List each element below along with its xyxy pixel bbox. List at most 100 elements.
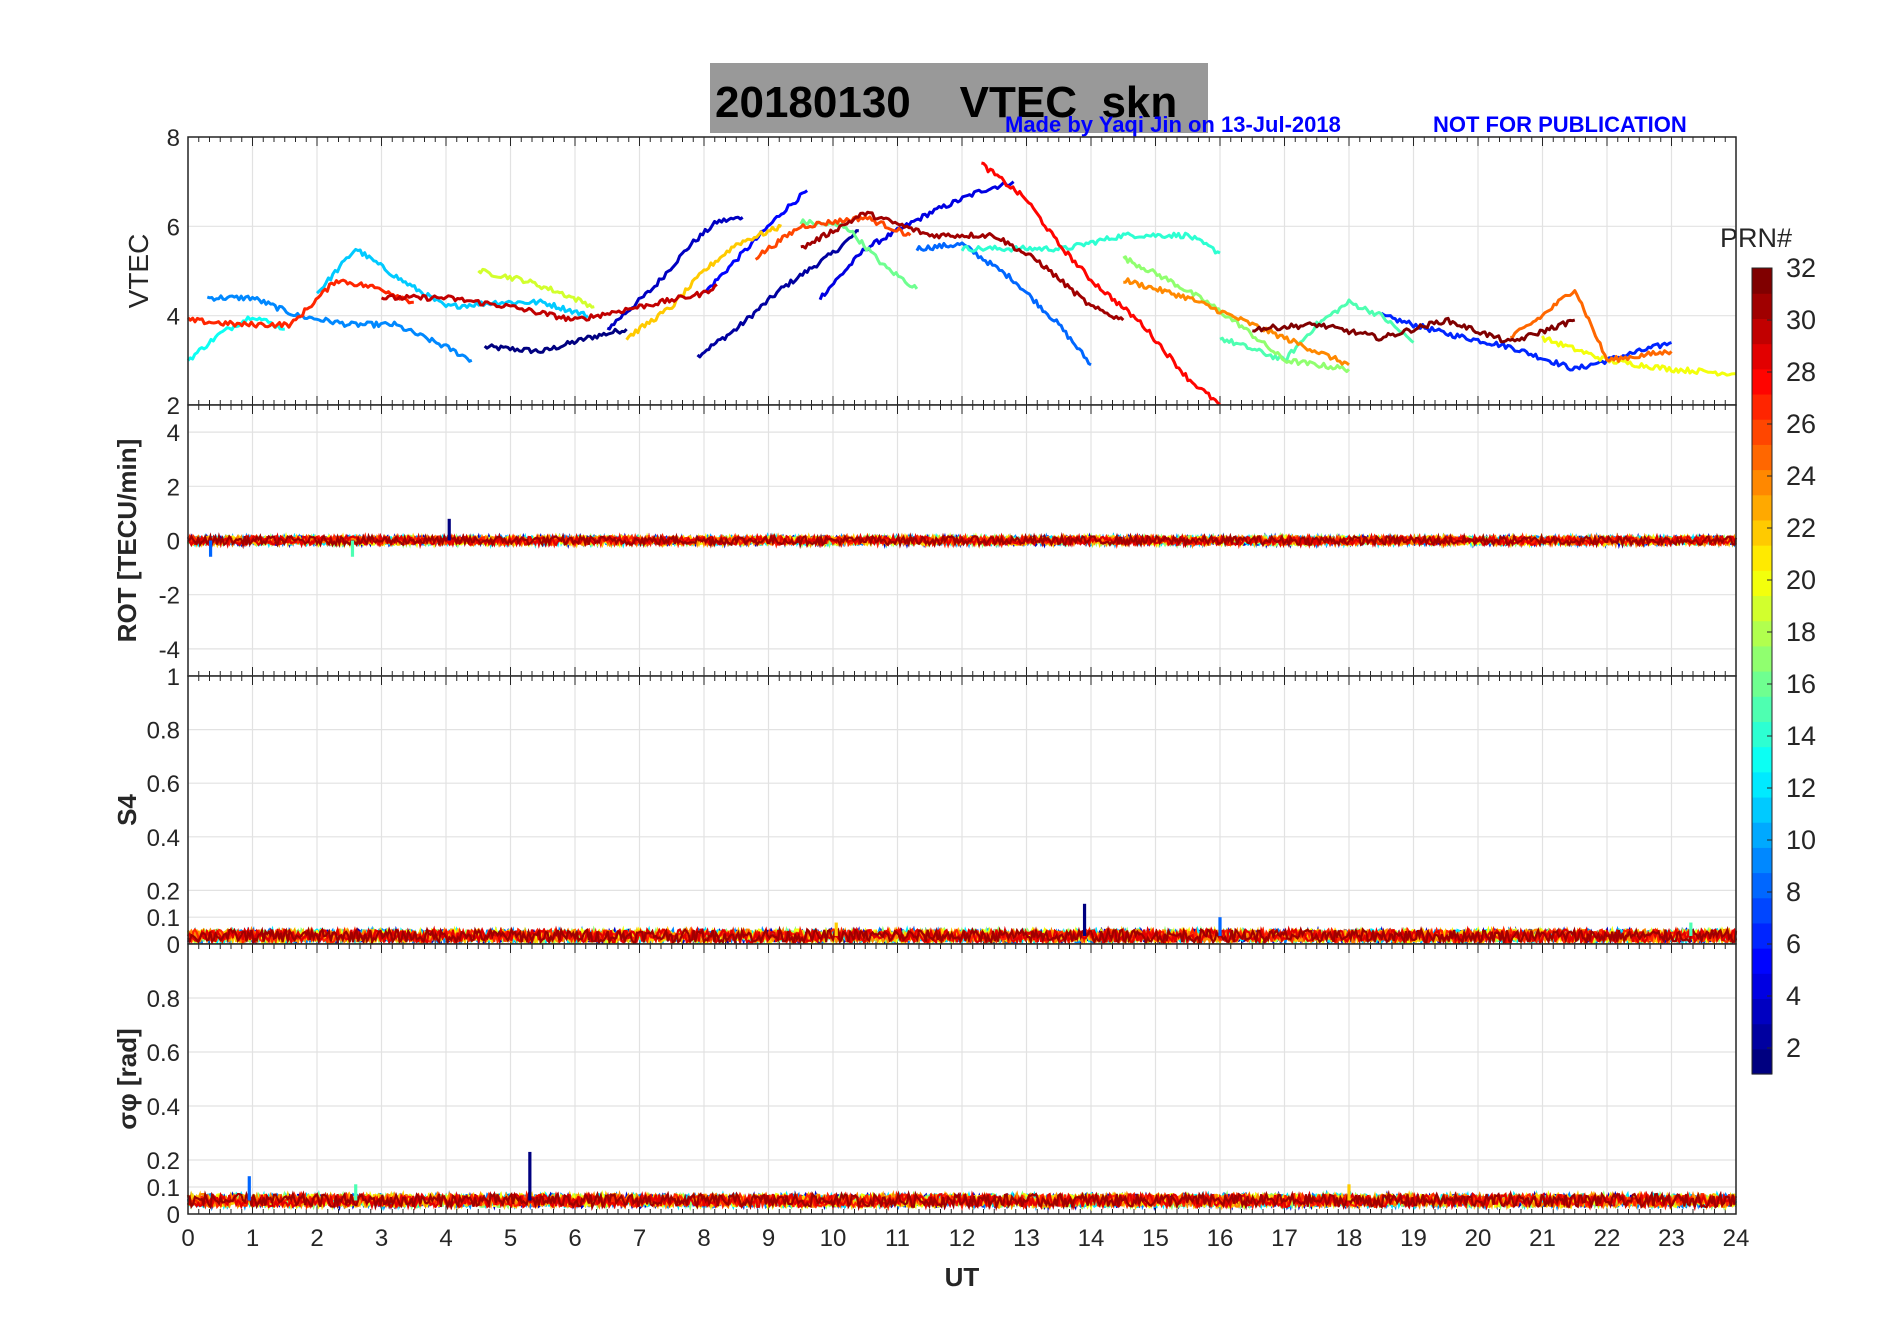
colorbar-segment (1752, 595, 1772, 622)
series-line-prn-32 (1252, 316, 1576, 344)
colorbar-segment (1752, 998, 1772, 1025)
colorbar-segment (1752, 796, 1772, 823)
x-tick-label: 21 (1529, 1225, 1556, 1252)
series-line-prn-20 (1541, 335, 1736, 377)
colorbar-segment (1752, 948, 1772, 974)
series-line-prn-8 (915, 241, 1092, 367)
colorbar-segment (1752, 444, 1772, 471)
x-tick-label: 22 (1594, 1225, 1621, 1252)
x-tick-label: 11 (885, 1225, 910, 1252)
y-tick-label: -4 (159, 637, 180, 664)
colorbar-segment (1752, 771, 1772, 798)
colorbar-segment (1752, 545, 1772, 571)
panel-s4: 00.10.2 0.4 0.6 0.8 1 S4 (112, 664, 1738, 959)
page-title: 20180130 VTEC skn (715, 78, 1177, 127)
series-line-prn-31 (187, 532, 1738, 550)
y-tick-label: 2 (167, 474, 180, 501)
x-tick-label: 10 (820, 1225, 847, 1252)
y-tick-label: 0 (167, 1202, 180, 1229)
series-line-prn-31 (187, 1189, 1737, 1212)
colorbar-tick-label: 22 (1786, 513, 1816, 543)
colorbar-segment (1752, 494, 1772, 521)
x-tick-label: 5 (504, 1225, 517, 1252)
x-tick-label: 7 (633, 1225, 646, 1252)
colorbar-segment (1752, 721, 1772, 748)
series-line-prn-9 (206, 294, 473, 363)
colorbar-tick-label: 10 (1786, 825, 1816, 855)
y-tick-label: 0 (167, 529, 180, 556)
series-line-prn-26 (754, 215, 912, 261)
y-tick-label: 0.6 (147, 771, 180, 798)
series-line-prn-30 (380, 283, 718, 322)
colorbar-tick-label: 28 (1786, 357, 1816, 387)
y-tick-label: 0.2 (147, 878, 180, 905)
colorbar-segment (1752, 922, 1772, 949)
colorbar-segment (1752, 343, 1772, 370)
series-group (186, 161, 1736, 407)
colorbar-segment (1752, 620, 1772, 647)
colorbar-segment (1752, 671, 1772, 697)
y-tick-label: 4 (167, 420, 180, 447)
x-tick-label: 16 (1207, 1225, 1234, 1252)
colorbar-tick-label: 8 (1786, 877, 1801, 907)
series-group (186, 518, 1738, 557)
colorbar-segment (1752, 393, 1772, 420)
series-line-prn-11 (315, 247, 589, 319)
colorbar-tick-label: 12 (1786, 773, 1816, 803)
series-group (186, 903, 1738, 947)
colorbar-tick-label: 32 (1786, 253, 1816, 283)
x-tick-label: 13 (1013, 1225, 1040, 1252)
x-tick-label: 12 (949, 1225, 976, 1252)
colorbar-frame (1751, 267, 1773, 1075)
x-tick-label: 24 (1723, 1225, 1750, 1252)
x-tick-label: 8 (697, 1225, 710, 1252)
series-line-prn-25 (1510, 289, 1673, 363)
y-tick-label: 0.8 (147, 718, 180, 745)
y-tick-label: 4 (167, 304, 180, 331)
colorbar-tick-label: 2 (1786, 1033, 1801, 1063)
colorbar-segment (1752, 872, 1772, 899)
x-tick-label: 23 (1658, 1225, 1685, 1252)
x-tick-label: 6 (568, 1225, 581, 1252)
series-line-prn-31 (187, 925, 1738, 947)
colorbar-tick-label: 16 (1786, 669, 1816, 699)
colorbar-segment (1752, 368, 1772, 395)
y-tick-label: 6 (167, 214, 180, 241)
x-tick-label: 4 (439, 1225, 452, 1252)
colorbar-segment (1752, 293, 1772, 319)
y-tick-label: 2 (167, 393, 180, 420)
x-tick-label: 1 (246, 1225, 259, 1252)
colorbar-segment (1752, 822, 1772, 848)
x-tick-label: 19 (1400, 1225, 1427, 1252)
series-line-prn-19 (477, 267, 595, 309)
series-line-prn-4 (818, 180, 1015, 301)
y-tick-label: 0.1 (147, 1175, 180, 1202)
colorbar-segment (1752, 746, 1772, 773)
x-tick-label: 18 (1336, 1225, 1363, 1252)
x-tick-label: 9 (762, 1225, 775, 1252)
series-line-prn-3 (606, 215, 744, 331)
colorbar-tick-label: 30 (1786, 305, 1816, 335)
credit-text: Made by Yaqi Jin on 13-Jul-2018 (1005, 112, 1341, 137)
axes-frame (187, 943, 1737, 1215)
x-tick-label: 2 (310, 1225, 323, 1252)
colorbar-segment (1752, 1023, 1772, 1050)
colorbar-segment (1752, 847, 1772, 874)
y-axis-label: σφ [rad] (112, 1028, 142, 1129)
x-tick-label: 3 (375, 1225, 388, 1252)
colorbar-segment (1752, 645, 1772, 672)
colorbar-tick-label: 18 (1786, 617, 1816, 647)
colorbar-label: PRN# (1720, 223, 1792, 253)
y-tick-label: 8 (167, 125, 180, 152)
y-tick-label: -2 (159, 583, 180, 610)
title-box (710, 63, 1208, 133)
colorbar-tick-label: 20 (1786, 565, 1816, 595)
colorbar-tick-label: 6 (1786, 929, 1801, 959)
series-line-prn-15 (1219, 298, 1415, 362)
x-tick-label: 20 (1465, 1225, 1492, 1252)
panel-sigma_phi: 00.10.20.40.60.8σφ [rad]0 1 2 3 4 5 6 7 8 9 10 11 12… (112, 943, 1750, 1292)
series-line-prn-6 (1380, 311, 1672, 372)
